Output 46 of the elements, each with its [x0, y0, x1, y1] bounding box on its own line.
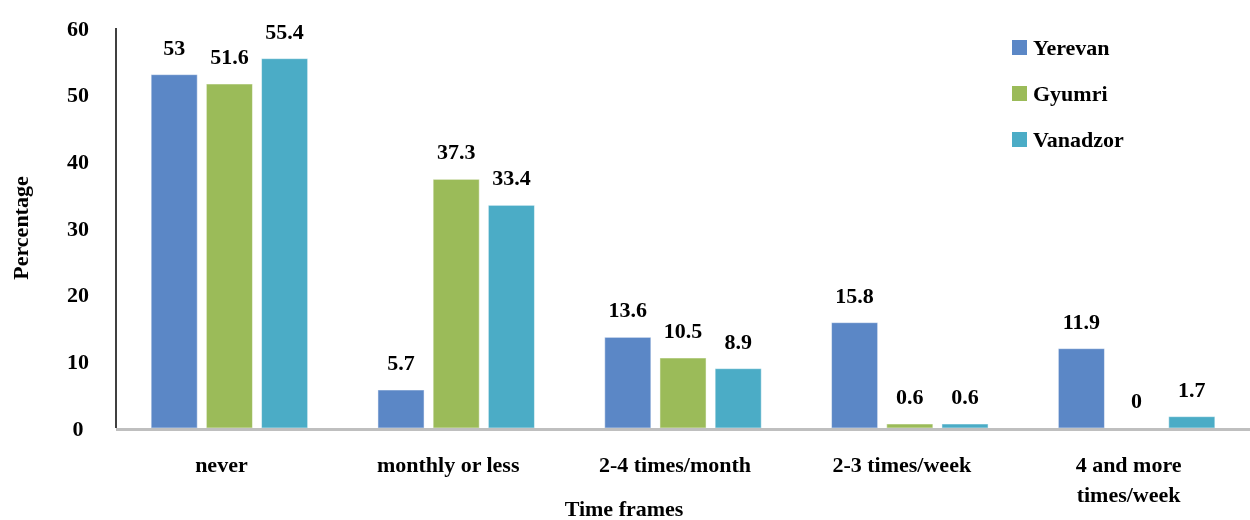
- data-label: 15.8: [835, 282, 874, 308]
- data-label: 5.7: [387, 350, 415, 375]
- data-label: 13.6: [608, 297, 648, 323]
- x-tick-label: 4 and more times/week: [1075, 452, 1182, 507]
- data-label: 53: [163, 34, 186, 60]
- y-tick-label: 10: [67, 349, 89, 375]
- bar: [261, 58, 309, 429]
- x-tick-label: monthly or less: [376, 452, 520, 477]
- legend-label: Gyumri: [1033, 81, 1108, 107]
- y-tick-label: 60: [67, 15, 89, 41]
- bar: [150, 74, 198, 429]
- y-tick-label: 30: [67, 215, 89, 241]
- y-tick-label: 20: [67, 282, 89, 308]
- y-axis-title: Percentage: [8, 176, 33, 280]
- legend-label: Vanadzor: [1033, 127, 1125, 153]
- bar: [487, 204, 535, 429]
- data-label: 0: [1131, 388, 1143, 413]
- data-label: 8.9: [724, 328, 752, 354]
- bar: [659, 357, 707, 429]
- data-label: 33.4: [492, 165, 531, 191]
- y-tick-label: 0: [72, 415, 84, 441]
- x-tick-label: 2-4 times/month: [598, 452, 752, 477]
- x-axis-title: Time frames: [564, 496, 684, 520]
- x-tick-label: never: [195, 452, 248, 477]
- x-tick-label: 2-3 times/week: [832, 452, 972, 477]
- data-label: 37.3: [436, 139, 476, 165]
- data-label: 11.9: [1062, 308, 1101, 334]
- bar: [377, 389, 425, 429]
- data-label: 1.7: [1178, 376, 1206, 402]
- bar: [831, 322, 879, 429]
- bar: [714, 368, 762, 429]
- y-tick-label: 50: [67, 82, 89, 108]
- y-tick-label: 40: [67, 149, 89, 175]
- bar: [886, 423, 934, 429]
- data-label: 55.4: [265, 18, 304, 44]
- bar: [432, 178, 480, 429]
- legend-label: Yerevan: [1033, 35, 1110, 61]
- data-label: 0.6: [896, 384, 924, 409]
- bar: [604, 336, 652, 429]
- bar: [1168, 416, 1216, 429]
- bar: [1057, 348, 1105, 429]
- bar: [205, 83, 253, 429]
- bar: [941, 423, 989, 429]
- data-label: 51.6: [210, 44, 249, 69]
- data-label: 0.6: [951, 384, 979, 409]
- data-label: 10.5: [663, 318, 703, 343]
